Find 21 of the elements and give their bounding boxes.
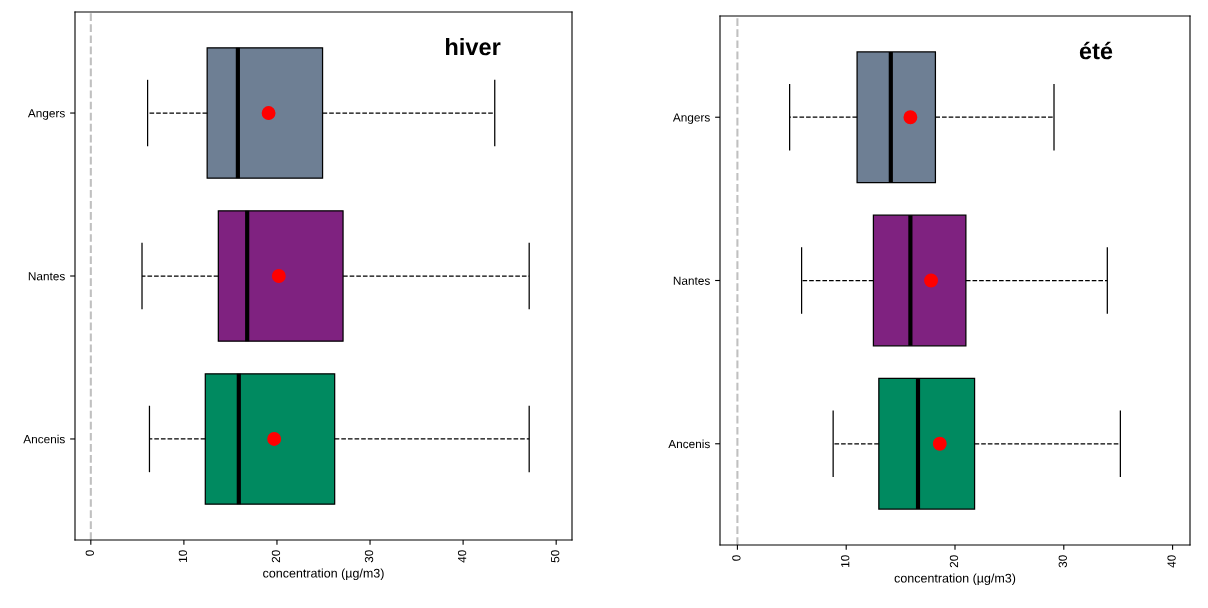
x-tick-label: 20 xyxy=(271,550,281,563)
x-axis-title: concentration (µg/m3) xyxy=(263,568,384,581)
y-tick-label: Angers xyxy=(672,113,710,124)
x-tick-label: 50 xyxy=(550,550,560,563)
x-axis-title: concentration (µg/m3) xyxy=(894,573,1016,586)
x-tick-label: 30 xyxy=(364,550,374,563)
x-tick-label: 40 xyxy=(1167,555,1176,568)
x-tick-label: 0 xyxy=(85,550,94,556)
y-tick-label: Nantes xyxy=(28,272,65,281)
x-tick-label: 30 xyxy=(1058,555,1067,568)
annotation: été xyxy=(1079,41,1113,60)
x-tick-label: 20 xyxy=(949,555,959,568)
x-tick-label: 40 xyxy=(457,550,467,563)
annotation: hiver xyxy=(446,37,501,56)
x-tick-label: 10 xyxy=(178,550,188,562)
y-tick-label: Ancenis xyxy=(668,439,710,449)
x-tick-label: 10 xyxy=(841,555,850,567)
y-tick-label: Nantes xyxy=(673,276,710,285)
x-tick-label: 0 xyxy=(732,555,741,561)
y-tick-label: Ancenis xyxy=(23,434,65,444)
y-tick-label: Angers xyxy=(27,109,65,120)
